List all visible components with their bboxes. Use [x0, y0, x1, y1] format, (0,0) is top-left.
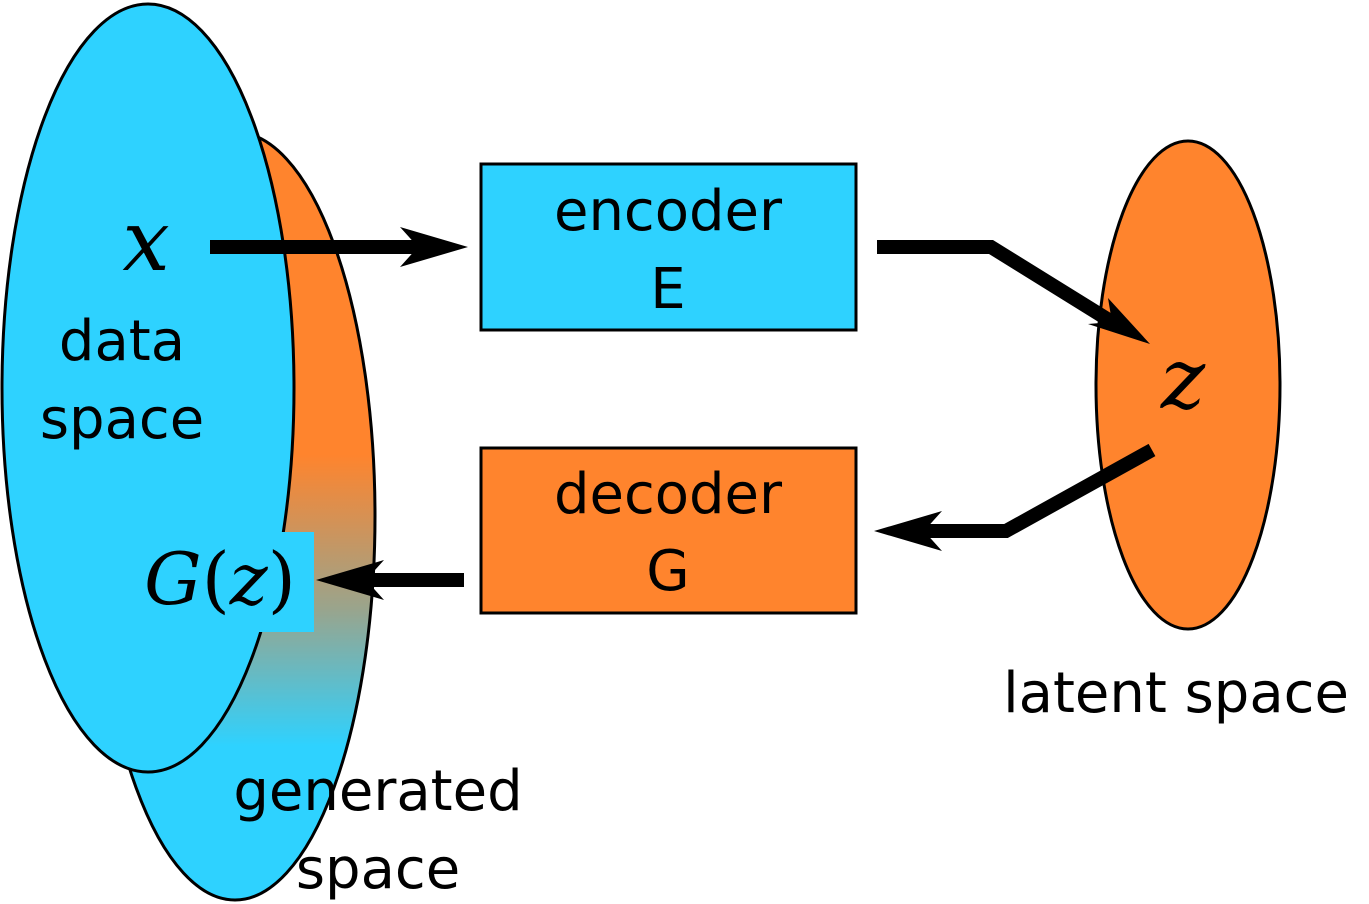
gz-open-paren: (	[202, 537, 230, 621]
arrow-x-to-encoder	[210, 227, 468, 267]
decoder-label-line2: G	[646, 539, 689, 604]
x-symbol: x	[122, 192, 169, 290]
gz-g: G	[144, 537, 202, 621]
encoder-label-line2: E	[650, 257, 685, 322]
generated-space-label-line1: generated	[233, 759, 522, 824]
gz-close-paren: )	[268, 537, 296, 621]
encoder-label-line1: encoder	[554, 179, 783, 244]
arrow-decoder-to-gz	[316, 560, 464, 600]
data-space-label-line2: space	[40, 387, 204, 452]
arrow-z-to-decoder	[874, 443, 1156, 551]
latent-space-ellipse	[1094, 139, 1282, 631]
latent-space-label: latent space	[1003, 661, 1349, 726]
decoder-label-line1: decoder	[554, 462, 783, 527]
data-space-label-line1: data	[59, 309, 185, 374]
generated-space-label-line2: space	[296, 837, 460, 902]
gz-label: G(z)	[144, 537, 296, 621]
decoder-box	[479, 446, 858, 615]
gz-z: z	[229, 537, 269, 621]
arrow-encoder-to-z	[877, 240, 1150, 344]
z-symbol: z	[1160, 330, 1206, 428]
encoder-box	[479, 162, 858, 332]
gz-highlight	[128, 532, 314, 632]
